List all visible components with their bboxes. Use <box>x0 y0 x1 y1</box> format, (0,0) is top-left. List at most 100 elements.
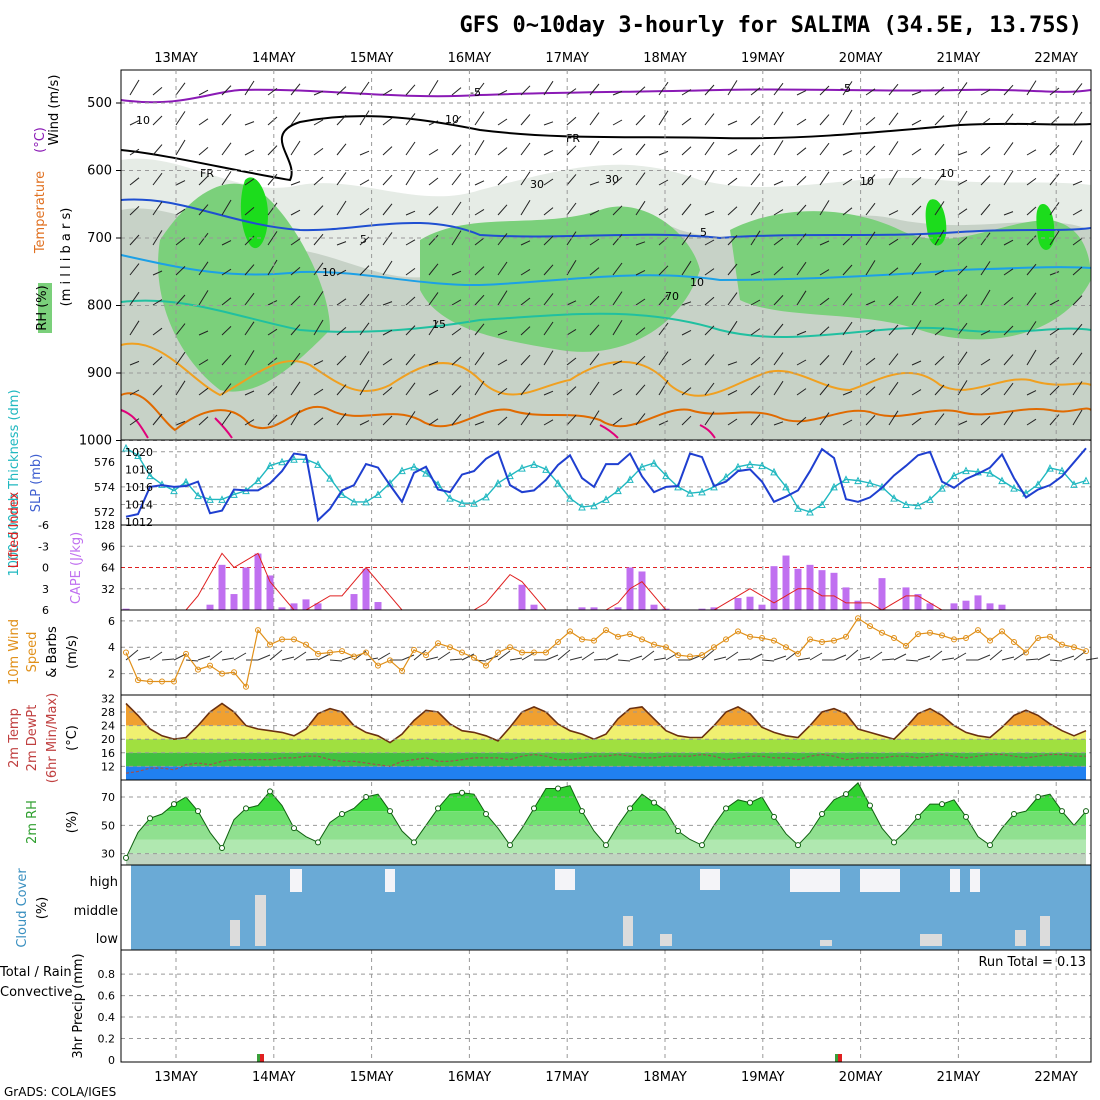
wind-barb <box>911 177 922 186</box>
wind-barb <box>589 238 600 246</box>
cape-bar <box>350 594 358 610</box>
rh-marker <box>723 805 729 812</box>
rh-green-blob <box>158 183 330 392</box>
wind-barb <box>701 649 715 661</box>
date-label-bottom: 17MAY <box>545 1070 589 1085</box>
date-label-bottom: 14MAY <box>252 1070 296 1085</box>
wind-barb <box>405 113 416 126</box>
wind-barb <box>175 294 186 306</box>
wind-barb <box>881 658 895 661</box>
wind-barb <box>773 266 784 276</box>
li-tick-label: 3 <box>42 583 49 596</box>
wind-barb <box>911 148 922 156</box>
wind-barb <box>1003 325 1014 336</box>
wind-barb <box>221 326 232 336</box>
wind-barb <box>934 143 945 156</box>
wind-barb <box>129 291 140 306</box>
wind-barb <box>313 205 324 216</box>
wind-barb <box>197 655 211 661</box>
cape-bar <box>314 603 322 610</box>
wind-barb <box>428 361 439 366</box>
contour-label: FR <box>566 132 580 145</box>
wind-barb <box>773 655 787 661</box>
wind-barb <box>129 360 140 366</box>
wind-barb <box>1003 170 1014 186</box>
wind-barb <box>653 657 667 661</box>
wind-barb <box>681 260 692 276</box>
wind-barb <box>934 270 945 276</box>
wind-barb <box>842 419 853 426</box>
wind-barb <box>405 296 416 306</box>
wind-barb <box>336 200 347 216</box>
wind-barb <box>773 140 784 156</box>
wind-barb <box>290 410 301 426</box>
cape-bar <box>710 607 718 610</box>
wind-barb <box>641 650 655 661</box>
wind-barb <box>681 232 692 246</box>
wind-barb <box>704 325 715 336</box>
thickness-marker <box>950 471 958 480</box>
wind-barb <box>267 116 278 126</box>
wind-barb <box>658 351 669 366</box>
li-tick-label: -6 <box>38 519 49 532</box>
wind-barb <box>980 416 991 426</box>
wind-barb <box>437 651 451 661</box>
cape-bar <box>638 571 646 610</box>
wind-barb <box>221 240 232 246</box>
thickness-marker <box>206 495 214 503</box>
wind-barb <box>1026 177 1037 186</box>
wind-barb <box>545 654 559 661</box>
wind-barb <box>865 88 876 96</box>
wind-barb <box>635 172 646 186</box>
cape-bar <box>266 575 274 610</box>
wind-speed-marker <box>123 649 129 656</box>
wind-barb <box>819 269 830 276</box>
cloud-low-bar <box>623 916 633 946</box>
wind-barb <box>152 327 163 336</box>
wind-barb <box>1003 113 1014 126</box>
wind-barb <box>267 386 278 396</box>
wind-barb <box>401 654 415 661</box>
wind-barb <box>917 655 931 661</box>
wind-barb <box>175 111 186 126</box>
cape-bar <box>914 594 922 610</box>
wind-barb <box>589 267 600 276</box>
wind-barb <box>612 417 623 426</box>
wind-barb <box>129 177 140 186</box>
wind-speed-marker <box>783 644 789 651</box>
cloud-high-bar <box>950 869 960 892</box>
wind-barb <box>1049 116 1060 126</box>
cape-bar <box>590 607 598 610</box>
wind-speed-marker <box>1083 648 1089 655</box>
wind-barb <box>704 411 715 426</box>
thickness-marker <box>890 494 898 502</box>
wind-barb <box>198 147 209 156</box>
wind-barb <box>405 84 416 96</box>
thickness-marker <box>782 482 790 491</box>
wind-barb <box>497 290 508 306</box>
wind-barb <box>520 326 531 336</box>
cape-bar <box>122 608 130 610</box>
temp-band <box>126 766 1086 780</box>
wind-barb <box>888 169 899 186</box>
temp-line <box>125 702 1087 744</box>
wind-barb <box>980 203 991 216</box>
wind-barb <box>581 651 595 661</box>
wind-barb <box>451 327 462 336</box>
wind-tick-label: 4 <box>108 641 115 654</box>
wind-barb <box>704 113 715 126</box>
wind-barb <box>796 416 807 426</box>
wind-barb <box>612 119 623 126</box>
wind-barb <box>152 201 163 216</box>
date-label-bottom: 13MAY <box>154 1070 198 1085</box>
li-tick-label: 6 <box>42 604 49 617</box>
rh-marker <box>987 842 993 849</box>
wind-barb <box>888 324 899 336</box>
wind-barb <box>244 207 255 216</box>
wind-speed-marker <box>759 635 765 642</box>
wind-barb <box>290 295 301 306</box>
wind-barb <box>658 322 669 336</box>
wind-barb <box>175 208 186 216</box>
wind-barb <box>842 81 853 96</box>
